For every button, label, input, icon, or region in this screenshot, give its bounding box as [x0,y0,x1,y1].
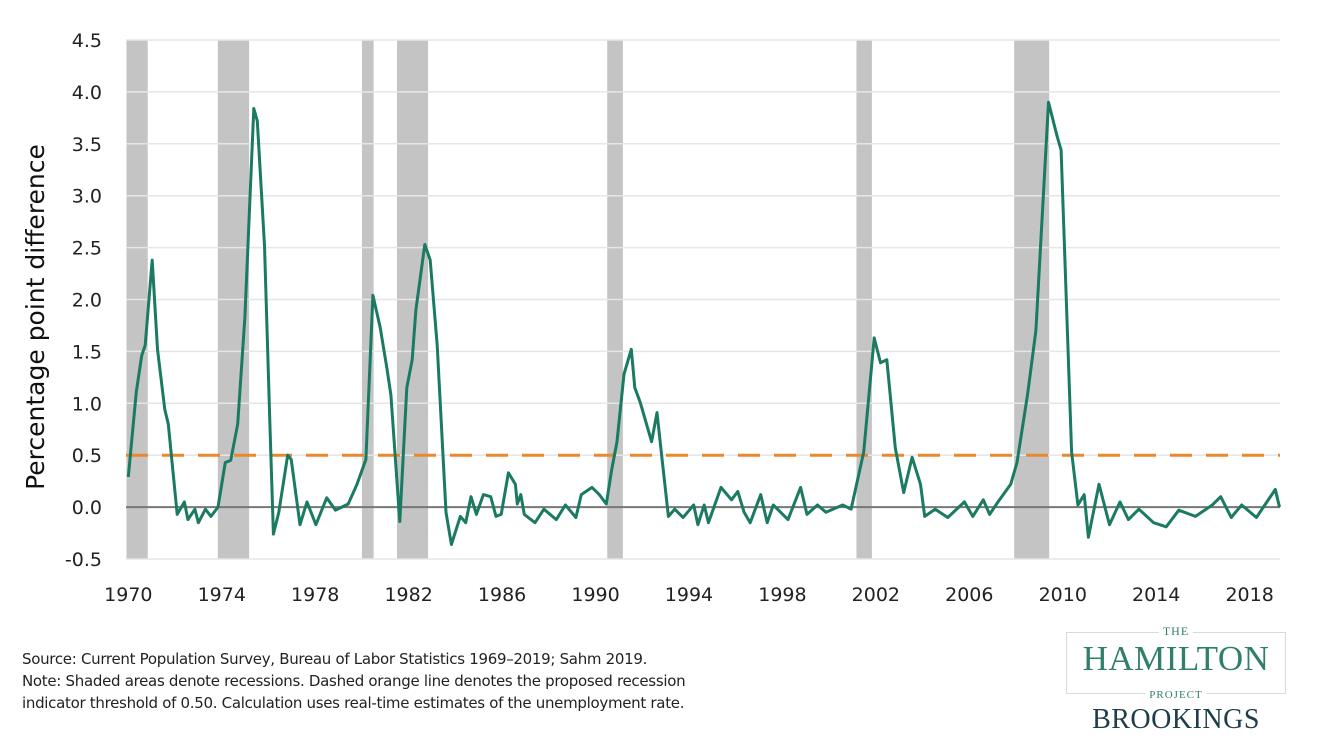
note-line-1: Note: Shaded areas denote recessions. Da… [22,672,686,690]
y-tick-label: 2.5 [72,238,102,260]
x-tick-label: 1998 [758,584,806,606]
chart-notes: Source: Current Population Survey, Burea… [22,648,686,714]
x-tick-label: 2014 [1132,584,1180,606]
x-tick-label: 1982 [384,584,432,606]
y-tick-label: 4.5 [72,30,102,52]
y-tick-label: 2.0 [72,290,102,312]
x-tick-label: 1974 [198,584,246,606]
x-tick-label: 2006 [945,584,993,606]
y-tick-label: 0.0 [72,497,102,519]
y-tick-label: -0.5 [65,549,102,571]
logo-project: PROJECT [1145,689,1207,701]
x-tick-label: 1978 [291,584,339,606]
hamilton-project-logo: THE HAMILTON PROJECT BROOKINGS [1060,624,1292,736]
x-tick-label: 2002 [852,584,900,606]
logo-the: THE [1158,624,1194,639]
x-tick-label: 2018 [1225,584,1273,606]
chart: -0.50.00.51.01.52.02.53.03.54.04.5 1970 1… [21,30,1281,606]
x-axis-ticks: 1970 1974 1978 1982 1986 1990 1994 1998 2002 2006… [104,584,1274,606]
note-line-2: indicator threshold of 0.50. Calculation… [22,694,685,712]
y-axis-label: Percentage point difference [21,144,50,490]
x-tick-label: 1994 [665,584,713,606]
y-tick-label: 3.5 [72,134,102,156]
y-tick-label: 4.0 [72,82,102,104]
y-axis-ticks: -0.5 0.0 0.5 1.0 1.5 2.0 2.5 3.0 3.5 4.0 4.5 [65,30,102,571]
source-note: Source: Current Population Survey, Burea… [22,650,648,668]
logo-brookings: BROOKINGS [1092,704,1260,735]
y-tick-label: 3.0 [72,186,102,208]
gridlines [126,39,1280,560]
x-tick-label: 1970 [104,584,152,606]
x-tick-label: 2010 [1039,584,1087,606]
y-tick-label: 0.5 [72,445,102,467]
x-tick-label: 1986 [478,584,526,606]
y-tick-label: 1.0 [72,393,102,415]
x-tick-label: 1990 [571,584,619,606]
y-tick-label: 1.5 [72,341,102,363]
series-line [126,100,1281,546]
logo-hamilton: HAMILTON [1082,639,1270,678]
